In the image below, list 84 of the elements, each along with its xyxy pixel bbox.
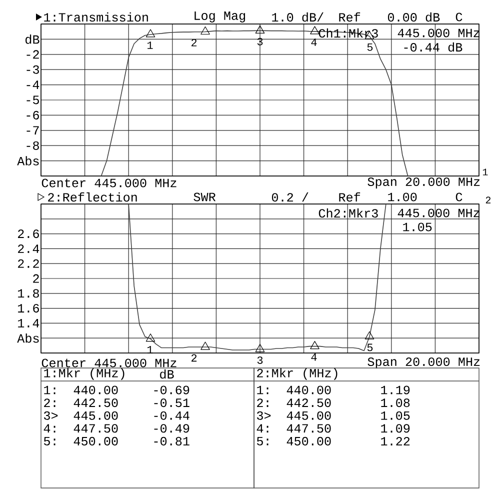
- text: 440.00: [74, 386, 118, 394]
- text: 1:: [257, 386, 268, 394]
- text: 1.08: [381, 398, 410, 408]
- text: 2:: [257, 398, 268, 408]
- annotation: 2: [191, 38, 197, 46]
- text: Ref: [339, 192, 360, 202]
- y-tick-label: Abs: [17, 333, 39, 343]
- text: C: [456, 12, 462, 22]
- annotation: 5: [367, 44, 373, 51]
- y-tick-label: -8: [26, 141, 39, 150]
- text: 4:: [44, 424, 56, 433]
- y-tick-label: 2.4: [18, 244, 40, 253]
- point: [364, 331, 374, 340]
- text: Center 445.000 MHz: [42, 358, 176, 368]
- y-tick-label: -7: [26, 126, 39, 135]
- text: 1.05: [381, 411, 410, 420]
- y-tick-label: -5: [26, 96, 39, 104]
- text: 0.2 /: [272, 192, 308, 202]
- y-tick-label: 1.8: [18, 289, 39, 298]
- text: 450.00: [286, 436, 331, 446]
- annotation: 3: [257, 38, 263, 46]
- text: Log Mag: [194, 12, 246, 22]
- y-tick-label: 1.4: [18, 319, 40, 328]
- text: 2:: [44, 398, 56, 408]
- annotation: 2: [191, 354, 197, 362]
- text: -0.49: [154, 424, 190, 433]
- text: 450.00: [74, 436, 118, 446]
- text: 0.00 dB: [388, 12, 440, 22]
- text: -0.69: [154, 386, 190, 394]
- text: Ref: [339, 12, 360, 22]
- point: [146, 334, 156, 342]
- text: 2: [486, 196, 491, 204]
- annotation: 1.05: [403, 222, 432, 232]
- annotation: 1: [148, 346, 153, 354]
- text: 3>: [256, 411, 271, 420]
- text: 1:Mkr (MHz): [44, 368, 124, 380]
- text: 1.00: [388, 192, 417, 202]
- chart-title: 2:Reflection: [48, 192, 137, 202]
- text: 4:: [256, 424, 268, 433]
- y-tick-label: 1.6: [18, 304, 39, 313]
- text: 1.19: [381, 386, 410, 394]
- point: [255, 344, 265, 352]
- text: 3>: [44, 411, 58, 420]
- text: 2:Mkr (MHz): [257, 368, 338, 380]
- text: 447.50: [286, 424, 331, 433]
- annotation: 3: [257, 356, 263, 364]
- text: 1:: [44, 386, 56, 394]
- text: Center 445.000 MHz: [42, 178, 176, 188]
- text: 1.09: [381, 424, 410, 433]
- y-tick-label: -6: [26, 110, 39, 120]
- y-tick-label: 2.2: [18, 259, 39, 268]
- text: 440.00: [286, 386, 331, 394]
- y-tick-label: 2.6: [18, 230, 39, 238]
- text: -0.44: [154, 411, 190, 420]
- annotation: 5: [367, 344, 373, 352]
- text: dB: [160, 369, 174, 379]
- text: 442.50: [286, 398, 331, 408]
- text: Span 20.000 MHz: [368, 357, 480, 369]
- text: 1.22: [381, 436, 410, 446]
- text: 1: [482, 168, 488, 176]
- annotation: 4: [311, 353, 317, 361]
- chart-title: 1:Transmission: [44, 12, 148, 22]
- text: 447.50: [74, 424, 118, 433]
- text: 442.50: [74, 398, 118, 408]
- annotation: 4: [311, 38, 317, 46]
- text: -0.51: [154, 398, 190, 408]
- text: SWR: [194, 192, 216, 202]
- text: C: [456, 192, 462, 202]
- text: 445.00: [74, 411, 118, 420]
- text: 5:: [44, 436, 56, 446]
- text: 445.00: [286, 411, 331, 420]
- y-tick-label: -4: [26, 80, 40, 89]
- y-tick-label: -3: [26, 65, 39, 74]
- text: 5:: [256, 436, 268, 446]
- y-tick-label: Abs: [17, 156, 39, 166]
- point: [200, 342, 210, 350]
- y-tick-label: dB: [26, 34, 40, 44]
- annotation: 1: [148, 42, 153, 49]
- text: Span 20.000 MHz: [368, 177, 480, 189]
- y-tick-label: 2: [33, 274, 39, 283]
- point: [310, 340, 320, 350]
- text: 1.0 dB/: [272, 12, 324, 22]
- y-tick-label: -2: [26, 50, 39, 59]
- text: -0.81: [154, 436, 190, 446]
